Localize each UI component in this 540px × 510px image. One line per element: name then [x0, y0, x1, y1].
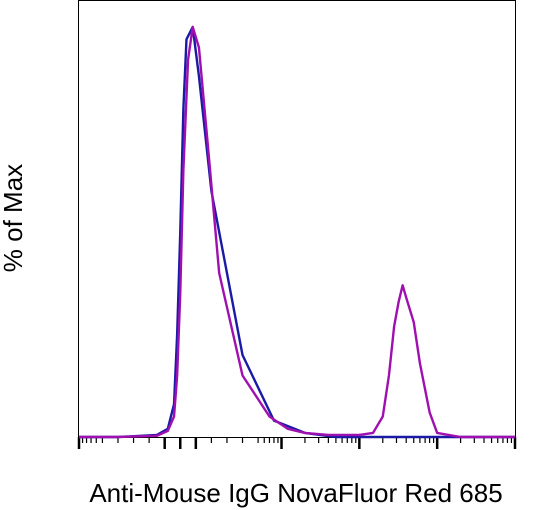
y-axis-title: % of Max [0, 164, 28, 272]
series-layer [79, 25, 515, 439]
histogram-series-1 [79, 25, 515, 439]
histogram-series-2 [79, 25, 515, 439]
x-axis-title: Anti-Mouse IgG NovaFluor Red 685 [89, 478, 502, 508]
x-axis-ticks [77, 437, 517, 449]
plot-frame [78, 0, 516, 438]
